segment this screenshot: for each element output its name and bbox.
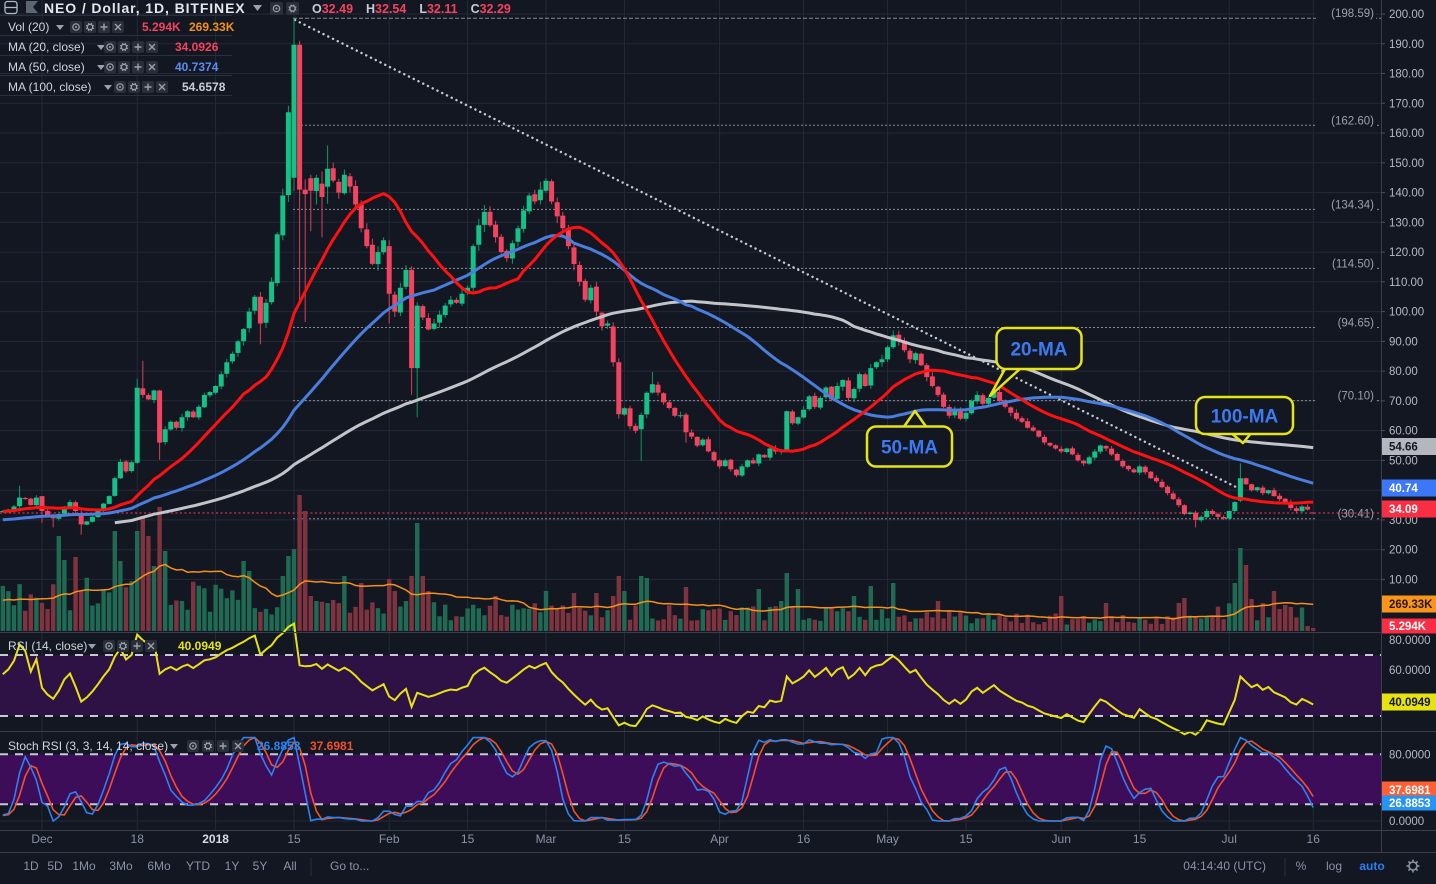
svg-text:70.00: 70.00 xyxy=(1389,396,1418,408)
svg-text:60.00: 60.00 xyxy=(1389,426,1418,438)
svg-text:50.00: 50.00 xyxy=(1389,455,1418,467)
svg-text:Stoch RSI (3, 3, 14, 14, close: Stoch RSI (3, 3, 14, 14, close) xyxy=(8,739,168,753)
svg-text:40.7374: 40.7374 xyxy=(175,60,219,74)
svg-text:140.00: 140.00 xyxy=(1389,188,1424,200)
svg-text:40.74: 40.74 xyxy=(1389,483,1418,495)
svg-text:(70.10): (70.10) xyxy=(1338,391,1375,403)
svg-text:40.0949: 40.0949 xyxy=(1389,697,1431,709)
svg-text:All: All xyxy=(283,859,296,873)
svg-text:04:14:40 (UTC): 04:14:40 (UTC) xyxy=(1183,859,1266,873)
svg-text:(94.65): (94.65) xyxy=(1338,318,1375,330)
svg-text:10.00: 10.00 xyxy=(1389,574,1418,586)
svg-text:160.00: 160.00 xyxy=(1389,128,1424,140)
svg-text:26.8853: 26.8853 xyxy=(257,739,301,753)
svg-text:30.00: 30.00 xyxy=(1389,515,1418,527)
svg-text:100.00: 100.00 xyxy=(1389,307,1424,319)
svg-text:269.33K: 269.33K xyxy=(1389,599,1433,611)
svg-text:(198.59): (198.59) xyxy=(1331,8,1374,20)
svg-text:Jun: Jun xyxy=(1052,832,1071,846)
svg-text:180.00: 180.00 xyxy=(1389,69,1424,81)
svg-text:MA (100, close): MA (100, close) xyxy=(8,80,91,94)
svg-text:Dec: Dec xyxy=(31,832,52,846)
svg-text:54.6578: 54.6578 xyxy=(182,80,226,94)
svg-text:15: 15 xyxy=(618,832,632,846)
svg-text:37.6981: 37.6981 xyxy=(1389,785,1431,797)
svg-text:16: 16 xyxy=(1307,832,1321,846)
svg-text:3Mo: 3Mo xyxy=(109,859,133,873)
svg-text:120.00: 120.00 xyxy=(1389,247,1424,259)
svg-text:200.00: 200.00 xyxy=(1389,9,1424,21)
svg-text:NEO / Dollar, 1D, BITFINEX: NEO / Dollar, 1D, BITFINEX xyxy=(44,0,246,16)
svg-text:1Y: 1Y xyxy=(225,859,240,873)
svg-text:50-MA: 50-MA xyxy=(881,438,938,459)
svg-text:2018: 2018 xyxy=(202,832,229,846)
svg-text:18: 18 xyxy=(131,832,145,846)
svg-text:May: May xyxy=(876,832,899,846)
svg-text:YTD: YTD xyxy=(186,859,210,873)
svg-text:37.6981: 37.6981 xyxy=(310,739,354,753)
svg-text:1D: 1D xyxy=(23,859,39,873)
svg-text:15: 15 xyxy=(959,832,973,846)
svg-text:5.294K: 5.294K xyxy=(1389,621,1427,633)
svg-text:log: log xyxy=(1326,859,1342,873)
svg-text:auto: auto xyxy=(1359,859,1384,873)
svg-text:Feb: Feb xyxy=(379,832,400,846)
svg-text:54.66: 54.66 xyxy=(1389,442,1418,454)
svg-text:Jul: Jul xyxy=(1222,832,1237,846)
svg-text:0.0000: 0.0000 xyxy=(1389,816,1424,828)
svg-text:(114.50): (114.50) xyxy=(1332,258,1374,270)
svg-text:Go to...: Go to... xyxy=(330,859,369,873)
svg-text:269.33K: 269.33K xyxy=(189,20,235,34)
svg-text:1Mo: 1Mo xyxy=(72,859,96,873)
svg-text:80.00: 80.00 xyxy=(1389,366,1418,378)
svg-text:MA (20, close): MA (20, close) xyxy=(8,40,85,54)
svg-text:170.00: 170.00 xyxy=(1389,98,1424,110)
svg-text:Vol (20): Vol (20) xyxy=(8,20,49,34)
svg-text:90.00: 90.00 xyxy=(1389,336,1418,348)
svg-text:(134.34): (134.34) xyxy=(1331,199,1374,211)
svg-text:190.00: 190.00 xyxy=(1389,39,1424,51)
svg-text:26.8853: 26.8853 xyxy=(1389,798,1431,810)
svg-text:Apr: Apr xyxy=(710,832,729,846)
svg-text:34.09: 34.09 xyxy=(1389,504,1418,516)
svg-text:20-MA: 20-MA xyxy=(1010,340,1067,361)
svg-text:80.0000: 80.0000 xyxy=(1389,635,1431,647)
svg-text:5D: 5D xyxy=(47,859,63,873)
svg-text:80.0000: 80.0000 xyxy=(1389,749,1431,761)
svg-text:%: % xyxy=(1296,859,1307,873)
svg-text:RSI (14, close): RSI (14, close) xyxy=(8,639,87,653)
svg-text:34.0926: 34.0926 xyxy=(175,40,219,54)
svg-text:5.294K: 5.294K xyxy=(142,20,181,34)
svg-text:6Mo: 6Mo xyxy=(147,859,171,873)
svg-text:MA (50, close): MA (50, close) xyxy=(8,60,85,74)
svg-text:Mar: Mar xyxy=(536,832,557,846)
svg-text:40.0949: 40.0949 xyxy=(178,639,222,653)
svg-text:(162.60): (162.60) xyxy=(1331,115,1374,127)
svg-text:20.00: 20.00 xyxy=(1389,545,1418,557)
svg-text:100-MA: 100-MA xyxy=(1211,407,1279,428)
svg-text:150.00: 150.00 xyxy=(1389,158,1424,170)
svg-text:15: 15 xyxy=(1133,832,1147,846)
svg-text:(30.41): (30.41) xyxy=(1338,509,1375,521)
svg-text:15: 15 xyxy=(287,832,301,846)
svg-text:110.00: 110.00 xyxy=(1389,277,1423,289)
svg-text:15: 15 xyxy=(461,832,475,846)
svg-text:60.0000: 60.0000 xyxy=(1389,665,1431,677)
svg-text:16: 16 xyxy=(797,832,811,846)
svg-text:130.00: 130.00 xyxy=(1389,217,1424,229)
svg-text:5Y: 5Y xyxy=(253,859,268,873)
